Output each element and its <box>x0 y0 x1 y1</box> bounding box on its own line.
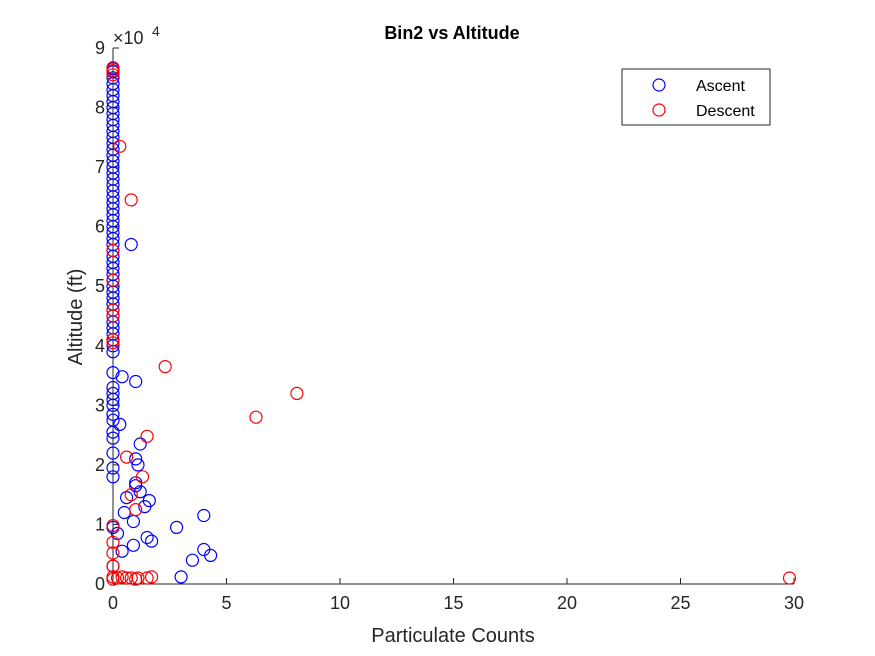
data-point-descent <box>140 571 154 585</box>
data-point-descent <box>106 336 120 350</box>
data-point-ascent <box>110 526 125 541</box>
x-tick-label: 30 <box>784 593 804 613</box>
data-point-descent <box>119 571 134 585</box>
y-tick-label: 2 <box>95 455 105 475</box>
data-point-ascent <box>133 485 147 499</box>
data-point-ascent <box>106 339 120 353</box>
y-tick-label: 7 <box>95 157 105 177</box>
data-point-ascent <box>106 398 120 412</box>
legend-label-descent: Descent <box>696 103 755 120</box>
data-point-ascent <box>126 514 140 529</box>
data-point-ascent <box>197 508 211 523</box>
data-point-descent <box>129 503 143 517</box>
data-point-ascent <box>106 366 120 380</box>
y-tick-label: 4 <box>95 336 105 356</box>
y-tick-label: 1 <box>95 514 105 534</box>
data-point-descent <box>158 360 172 374</box>
x-tick-label: 25 <box>670 593 690 613</box>
data-point-ascent <box>113 417 127 431</box>
data-point-ascent <box>106 470 120 484</box>
data-point-descent <box>140 429 154 443</box>
y-tick-label: 8 <box>95 98 105 118</box>
x-tick-label: 5 <box>221 593 231 613</box>
y-tick-label: 9 <box>95 38 105 58</box>
data-point-descent <box>106 63 120 78</box>
data-point-ascent <box>204 548 218 563</box>
data-point-descent <box>124 488 138 502</box>
x-tick-label: 15 <box>443 593 463 613</box>
data-point-ascent <box>145 534 159 548</box>
data-point-descent <box>782 571 797 585</box>
data-point-ascent <box>133 437 147 451</box>
data-point-ascent <box>170 520 184 535</box>
data-point-ascent <box>129 374 143 389</box>
chart-title: Bin2 vs Altitude <box>384 23 519 43</box>
x-axis-label: Particulate Counts <box>371 625 534 647</box>
data-point-descent <box>106 303 120 317</box>
data-point-descent <box>115 570 129 584</box>
legend-marker-descent <box>652 103 666 117</box>
y-exponent-power: 4 <box>152 23 160 39</box>
legend-marker-ascent <box>652 78 666 92</box>
x-tick-label: 20 <box>557 593 577 613</box>
x-axis-ticks: 0 5 10 15 20 25 30 <box>108 578 804 613</box>
data-point-descent <box>106 559 120 573</box>
data-point-descent <box>106 309 120 323</box>
data-point-descent <box>249 410 263 424</box>
data-point-ascent <box>131 458 145 472</box>
data-point-ascent <box>115 544 129 558</box>
data-point-ascent <box>140 530 154 545</box>
data-point-descent <box>135 470 150 484</box>
y-tick-label: 0 <box>95 574 105 594</box>
legend-box <box>621 68 771 126</box>
data-point-ascent <box>106 392 120 406</box>
legend-label-ascent: Ascent <box>696 78 745 95</box>
x-tick-label: 0 <box>108 593 118 613</box>
data-point-descent <box>106 61 120 75</box>
axes <box>112 48 794 585</box>
data-point-ascent <box>115 370 129 384</box>
data-point-descent <box>113 139 127 153</box>
data-point-descent <box>106 535 120 549</box>
y-tick-label: 5 <box>95 276 105 296</box>
y-exponent-base: ×10 <box>113 28 144 48</box>
data-point-descent <box>106 546 120 560</box>
data-point-descent <box>106 68 120 82</box>
y-axis-label: Altitude (ft) <box>65 269 87 366</box>
data-point-ascent <box>106 425 120 439</box>
data-point-descent <box>106 518 120 533</box>
legend: Ascent Descent <box>621 68 771 126</box>
data-point-ascent <box>126 538 140 552</box>
data-point-ascent <box>185 553 199 567</box>
data-point-ascent <box>138 500 152 514</box>
data-point-descent <box>106 243 120 258</box>
data-point-ascent <box>117 505 131 520</box>
y-tick-label: 6 <box>95 217 105 237</box>
data-point-ascent <box>106 407 120 421</box>
x-tick-label: 10 <box>330 593 350 613</box>
series-descent <box>106 61 797 586</box>
data-point-descent <box>106 333 120 347</box>
data-point-descent <box>131 571 145 585</box>
y-tick-label: 3 <box>95 395 105 415</box>
data-point-descent <box>106 273 120 287</box>
data-point-ascent <box>129 452 143 466</box>
data-point-ascent <box>106 431 120 445</box>
data-point-descent <box>145 570 159 584</box>
data-point-descent <box>124 193 138 207</box>
data-point-descent <box>110 571 125 585</box>
data-point-ascent <box>106 461 120 475</box>
data-point-descent <box>119 450 134 464</box>
data-point-ascent <box>106 446 120 460</box>
data-point-descent <box>290 386 304 400</box>
data-point-ascent <box>124 237 138 252</box>
data-series <box>106 61 797 586</box>
data-point-ascent <box>174 570 188 584</box>
